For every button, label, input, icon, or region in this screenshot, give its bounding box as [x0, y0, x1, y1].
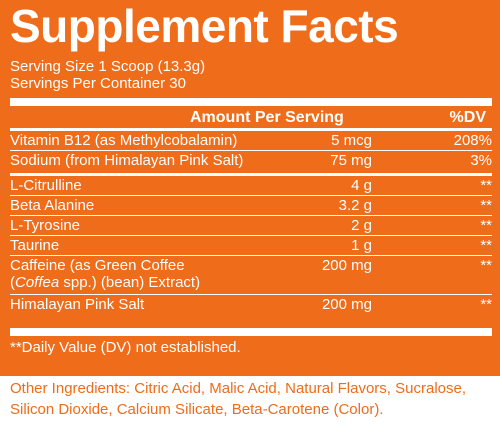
- ingredient-row: L-Tyrosine 2 g **: [10, 216, 492, 235]
- ingredient-name: Taurine: [10, 237, 60, 254]
- nutrient-amount: 75 mg: [330, 152, 372, 169]
- supplement-facts-panel: Supplement Facts Serving Size 1 Scoop (1…: [0, 0, 500, 376]
- divider-thin: [10, 255, 492, 256]
- divider-thin: [10, 294, 492, 295]
- ingredient-name: Himalayan Pink Salt: [10, 296, 145, 313]
- divider-thin: [10, 215, 492, 216]
- nutrient-dv: 208%: [453, 132, 492, 149]
- ingredient-row: Himalayan Pink Salt 200 mg **: [10, 295, 492, 314]
- other-ingredients: Other Ingredients: Citric Acid, Malic Ac…: [10, 380, 467, 418]
- ingredient-amount: 200 mg: [321, 296, 372, 313]
- nutrient-row: Sodium (from Himalayan Pink Salt) 75 mg …: [10, 151, 492, 170]
- nutrient-row: Vitamin B12 (as Methylcobalamin) 5 mcg 2…: [10, 131, 492, 150]
- ingredient-amount: 3.2 g: [338, 197, 372, 214]
- ingredient-dv: **: [480, 257, 492, 274]
- ingredient-row: Beta Alanine 3.2 g **: [10, 196, 492, 215]
- ingredient-name: L-Tyrosine: [10, 217, 81, 234]
- ingredient-row: Taurine 1 g **: [10, 236, 492, 255]
- column-header: Amount Per Serving %DV: [10, 106, 492, 128]
- ingredient-amount: 2 g: [351, 217, 372, 234]
- divider-thin: [10, 235, 492, 236]
- caffeine-line2: spp.) (bean) Extract): [59, 274, 201, 291]
- divider-thin: [10, 195, 492, 196]
- serving-size: Serving Size 1 Scoop (13.3g): [10, 58, 206, 75]
- ingredient-dv: **: [480, 197, 492, 214]
- ingredient-amount: 200 mg: [321, 257, 372, 274]
- nutrient-name: Sodium (from Himalayan Pink Salt): [10, 152, 244, 169]
- nutrient-name: Vitamin B12 (as Methylcobalamin): [10, 132, 238, 149]
- ingredient-name: Beta Alanine: [10, 197, 95, 214]
- caffeine-line1: Caffeine (as Green Coffee: [10, 257, 185, 274]
- divider-medium: [10, 173, 492, 176]
- ingredient-name: Caffeine (as Green Coffee (Coffea spp.) …: [10, 257, 200, 291]
- caffeine-genus: Coffea: [15, 274, 60, 291]
- amount-per-serving-header: Amount Per Serving: [190, 109, 344, 126]
- servings-per-container: Servings Per Container 30: [10, 75, 186, 92]
- ingredient-name: L-Citrulline: [10, 177, 82, 194]
- dv-header: %DV: [449, 109, 486, 126]
- ingredient-dv: **: [480, 217, 492, 234]
- caffeine-open-paren: (: [10, 274, 15, 291]
- ingredient-row-caffeine: Caffeine (as Green Coffee (Coffea spp.) …: [10, 256, 492, 294]
- ingredient-dv: **: [480, 237, 492, 254]
- footnote: **Daily Value (DV) not established.: [10, 339, 241, 356]
- panel-title: Supplement Facts: [10, 0, 399, 52]
- ingredient-amount: 1 g: [351, 237, 372, 254]
- ingredient-dv: **: [480, 177, 492, 194]
- divider-thick: [10, 98, 492, 106]
- ingredient-row: L-Citrulline 4 g **: [10, 176, 492, 195]
- divider-medium: [10, 128, 492, 131]
- divider-thin: [10, 150, 492, 151]
- nutrient-dv: 3%: [470, 152, 492, 169]
- ingredient-dv: **: [480, 296, 492, 313]
- ingredient-amount: 4 g: [351, 177, 372, 194]
- nutrient-amount: 5 mcg: [331, 132, 372, 149]
- divider-thick: [10, 328, 492, 336]
